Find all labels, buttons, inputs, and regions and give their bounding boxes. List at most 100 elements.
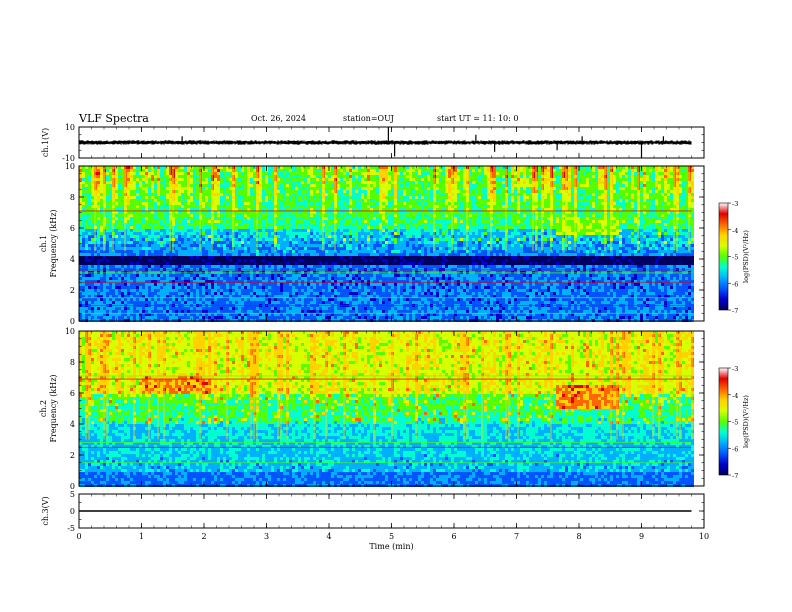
spec1-cell <box>265 178 268 181</box>
spec1-cell <box>160 277 163 280</box>
spec1-cell <box>193 292 196 295</box>
spec1-cell <box>340 277 343 280</box>
spec1-cell <box>226 286 229 289</box>
spec1-cell <box>307 298 310 301</box>
spec1-cell <box>316 187 319 190</box>
spec1-cell <box>286 217 289 220</box>
spec1-cell <box>208 289 211 292</box>
spec1-cell <box>181 283 184 286</box>
spec1-cell <box>241 277 244 280</box>
spec1-cell <box>337 220 340 223</box>
spec1-cell <box>172 292 175 295</box>
spec1-cell <box>331 307 334 310</box>
spec1-cell <box>274 232 277 235</box>
spec1-cell <box>163 298 166 301</box>
spec1-cell <box>142 271 145 274</box>
spec1-cell <box>289 259 292 262</box>
spec1-cell <box>106 238 109 241</box>
spec1-cell <box>316 271 319 274</box>
spec1-cell <box>223 172 226 175</box>
spec1-cell <box>241 196 244 199</box>
spec1-cell <box>199 199 202 202</box>
spec1-cell <box>190 232 193 235</box>
spec1-cell <box>130 286 133 289</box>
spec1-cell <box>337 286 340 289</box>
spec1-cell <box>280 205 283 208</box>
spec1-cell <box>241 175 244 178</box>
spec1-cell <box>301 289 304 292</box>
spec1-cell <box>160 244 163 247</box>
spec1-cell <box>133 292 136 295</box>
spec1-cell <box>151 232 154 235</box>
spec1-cell <box>277 220 280 223</box>
spec1-cell <box>187 274 190 277</box>
spec1-cell <box>262 253 265 256</box>
spec1-cell <box>271 229 274 232</box>
spec1-cell <box>103 184 106 187</box>
spec1-cell <box>340 292 343 295</box>
spec1-cell <box>163 178 166 181</box>
spec1-cell <box>325 223 328 226</box>
spec1-cell <box>262 301 265 304</box>
spec1-cell <box>151 283 154 286</box>
spec1-cell <box>190 289 193 292</box>
spec1-cell <box>148 193 151 196</box>
spec1-cell <box>151 262 154 265</box>
spec1-cell <box>124 253 127 256</box>
spec1-cell <box>136 220 139 223</box>
spec1-cell <box>316 169 319 172</box>
spec1-cell <box>256 175 259 178</box>
spec1-cell <box>334 190 337 193</box>
spec1-cell <box>160 178 163 181</box>
spec1-cell <box>244 184 247 187</box>
spec1-cell <box>151 247 154 250</box>
spec1-cell <box>88 175 91 178</box>
spec1-cell <box>259 253 262 256</box>
spec1-cell <box>202 190 205 193</box>
spec1-cell <box>211 220 214 223</box>
spec1-cell <box>307 169 310 172</box>
spec1-cell <box>178 250 181 253</box>
spec1-cell <box>247 274 250 277</box>
spec1-cell <box>262 316 265 319</box>
spec1-cell <box>244 262 247 265</box>
spec1-cell <box>277 235 280 238</box>
spec1-cell <box>184 250 187 253</box>
spec1-cell <box>154 217 157 220</box>
spec1-cell <box>172 307 175 310</box>
spec1-cell <box>283 172 286 175</box>
spec1-cell <box>133 205 136 208</box>
spec1-cell <box>292 205 295 208</box>
spec1-cell <box>112 181 115 184</box>
spec1-cell <box>85 220 88 223</box>
spec1-cell <box>325 175 328 178</box>
spec1-cell <box>154 271 157 274</box>
spec1-cell <box>184 265 187 268</box>
spec1-cell <box>187 307 190 310</box>
spec1-cell <box>139 274 142 277</box>
spec1-cell <box>295 274 298 277</box>
spec1-cell <box>178 262 181 265</box>
spec1-cell <box>307 256 310 259</box>
spec1-cell <box>151 190 154 193</box>
spec1-cell <box>103 199 106 202</box>
spec1-cell <box>352 223 355 226</box>
spec1-cell <box>205 226 208 229</box>
spec1-cell <box>328 205 331 208</box>
spec1-cell <box>145 202 148 205</box>
spec1-cell <box>238 283 241 286</box>
spec1-cell <box>244 289 247 292</box>
spec1-cell <box>145 187 148 190</box>
spec1-cell <box>127 205 130 208</box>
spec1-cell <box>301 259 304 262</box>
spec1-cell <box>271 220 274 223</box>
spec1-cell <box>322 298 325 301</box>
spec1-cell <box>283 271 286 274</box>
spec1-cell <box>181 193 184 196</box>
spec1-cell <box>169 169 172 172</box>
spec1-cell <box>355 205 358 208</box>
spec1-cell <box>286 259 289 262</box>
spec1-cell <box>136 250 139 253</box>
spec1-cell <box>355 217 358 220</box>
spec1-cell <box>202 253 205 256</box>
